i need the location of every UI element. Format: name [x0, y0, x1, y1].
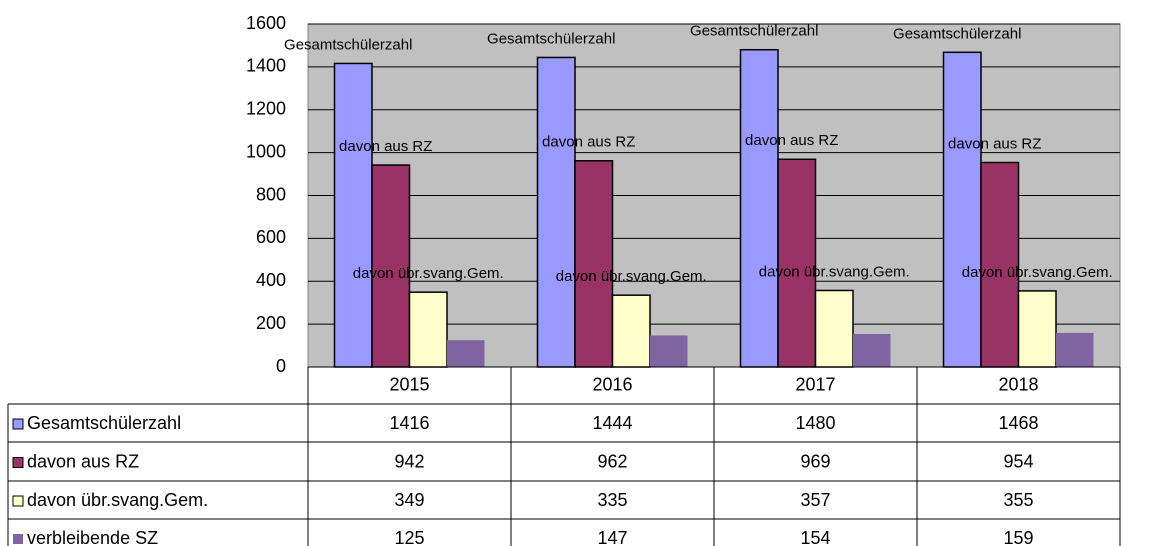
table-value: 962 — [597, 451, 627, 471]
table-value: 147 — [597, 528, 627, 546]
y-tick-label: 400 — [256, 270, 286, 290]
legend-swatch — [12, 457, 24, 468]
table-value: 349 — [394, 490, 424, 510]
legend-label: Gesamtschülerzahl — [27, 413, 181, 433]
legend-swatch — [12, 418, 24, 430]
bar — [447, 340, 485, 367]
legend-swatch — [12, 495, 24, 507]
legend-label: verbleibende SZ — [27, 528, 158, 546]
y-tick-label: 1600 — [246, 13, 286, 33]
bar — [611, 294, 651, 368]
series-name-label: davon übr.svang.Gem. — [556, 268, 707, 285]
y-tick-label: 1000 — [246, 141, 286, 161]
x-tick-label: 2017 — [795, 374, 835, 394]
bar — [574, 160, 614, 368]
series-name-label: Gesamtschülerzahl — [487, 30, 615, 47]
table-value: 1416 — [389, 413, 429, 433]
series-name-label: Gesamtschülerzahl — [893, 25, 1021, 42]
table-value: 1468 — [998, 413, 1038, 433]
table-value: 1480 — [795, 413, 835, 433]
bar — [1056, 332, 1094, 367]
table-value: 125 — [394, 528, 424, 546]
bar — [1017, 290, 1057, 368]
y-tick-label: 1400 — [246, 56, 286, 76]
y-tick-label: 1200 — [246, 99, 286, 119]
x-tick-label: 2016 — [592, 374, 632, 394]
bar — [739, 48, 779, 368]
series-name-label: davon übr.svang.Gem. — [353, 265, 504, 282]
legend-label: davon aus RZ — [27, 451, 139, 471]
bar — [650, 335, 688, 367]
y-tick-label: 200 — [256, 313, 286, 333]
x-tick-label: 2015 — [389, 374, 429, 394]
legend-label: davon übr.svang.Gem. — [27, 490, 208, 510]
bar — [333, 62, 373, 368]
bar — [942, 51, 982, 368]
series-name-label: davon aus RZ — [948, 135, 1041, 152]
series-name-label: davon übr.svang.Gem. — [759, 263, 910, 280]
y-tick-label: 800 — [256, 184, 286, 204]
y-tick-label: 0 — [276, 356, 286, 376]
bar — [536, 56, 576, 368]
table-value: 355 — [1003, 490, 1033, 510]
x-tick-label: 2018 — [998, 374, 1038, 394]
y-tick-label: 600 — [256, 227, 286, 247]
bar — [814, 289, 854, 368]
table-value: 154 — [800, 528, 830, 546]
bar — [853, 333, 891, 367]
bar — [408, 291, 448, 368]
series-name-label: davon aus RZ — [339, 138, 432, 155]
table-value: 1444 — [592, 413, 632, 433]
series-name-label: davon übr.svang.Gem. — [962, 264, 1113, 281]
table-value: 335 — [597, 490, 627, 510]
series-name-label: davon aus RZ — [745, 132, 838, 149]
table-value: 159 — [1003, 528, 1033, 546]
legend-swatch — [13, 534, 23, 544]
series-name-label: Gesamtschülerzahl — [690, 23, 818, 40]
table-value: 954 — [1003, 451, 1033, 471]
series-name-label: Gesamtschülerzahl — [284, 36, 412, 53]
table-value: 969 — [800, 451, 830, 471]
series-name-label: davon aus RZ — [542, 134, 635, 151]
table-value: 942 — [394, 451, 424, 471]
table-value: 357 — [800, 490, 830, 510]
